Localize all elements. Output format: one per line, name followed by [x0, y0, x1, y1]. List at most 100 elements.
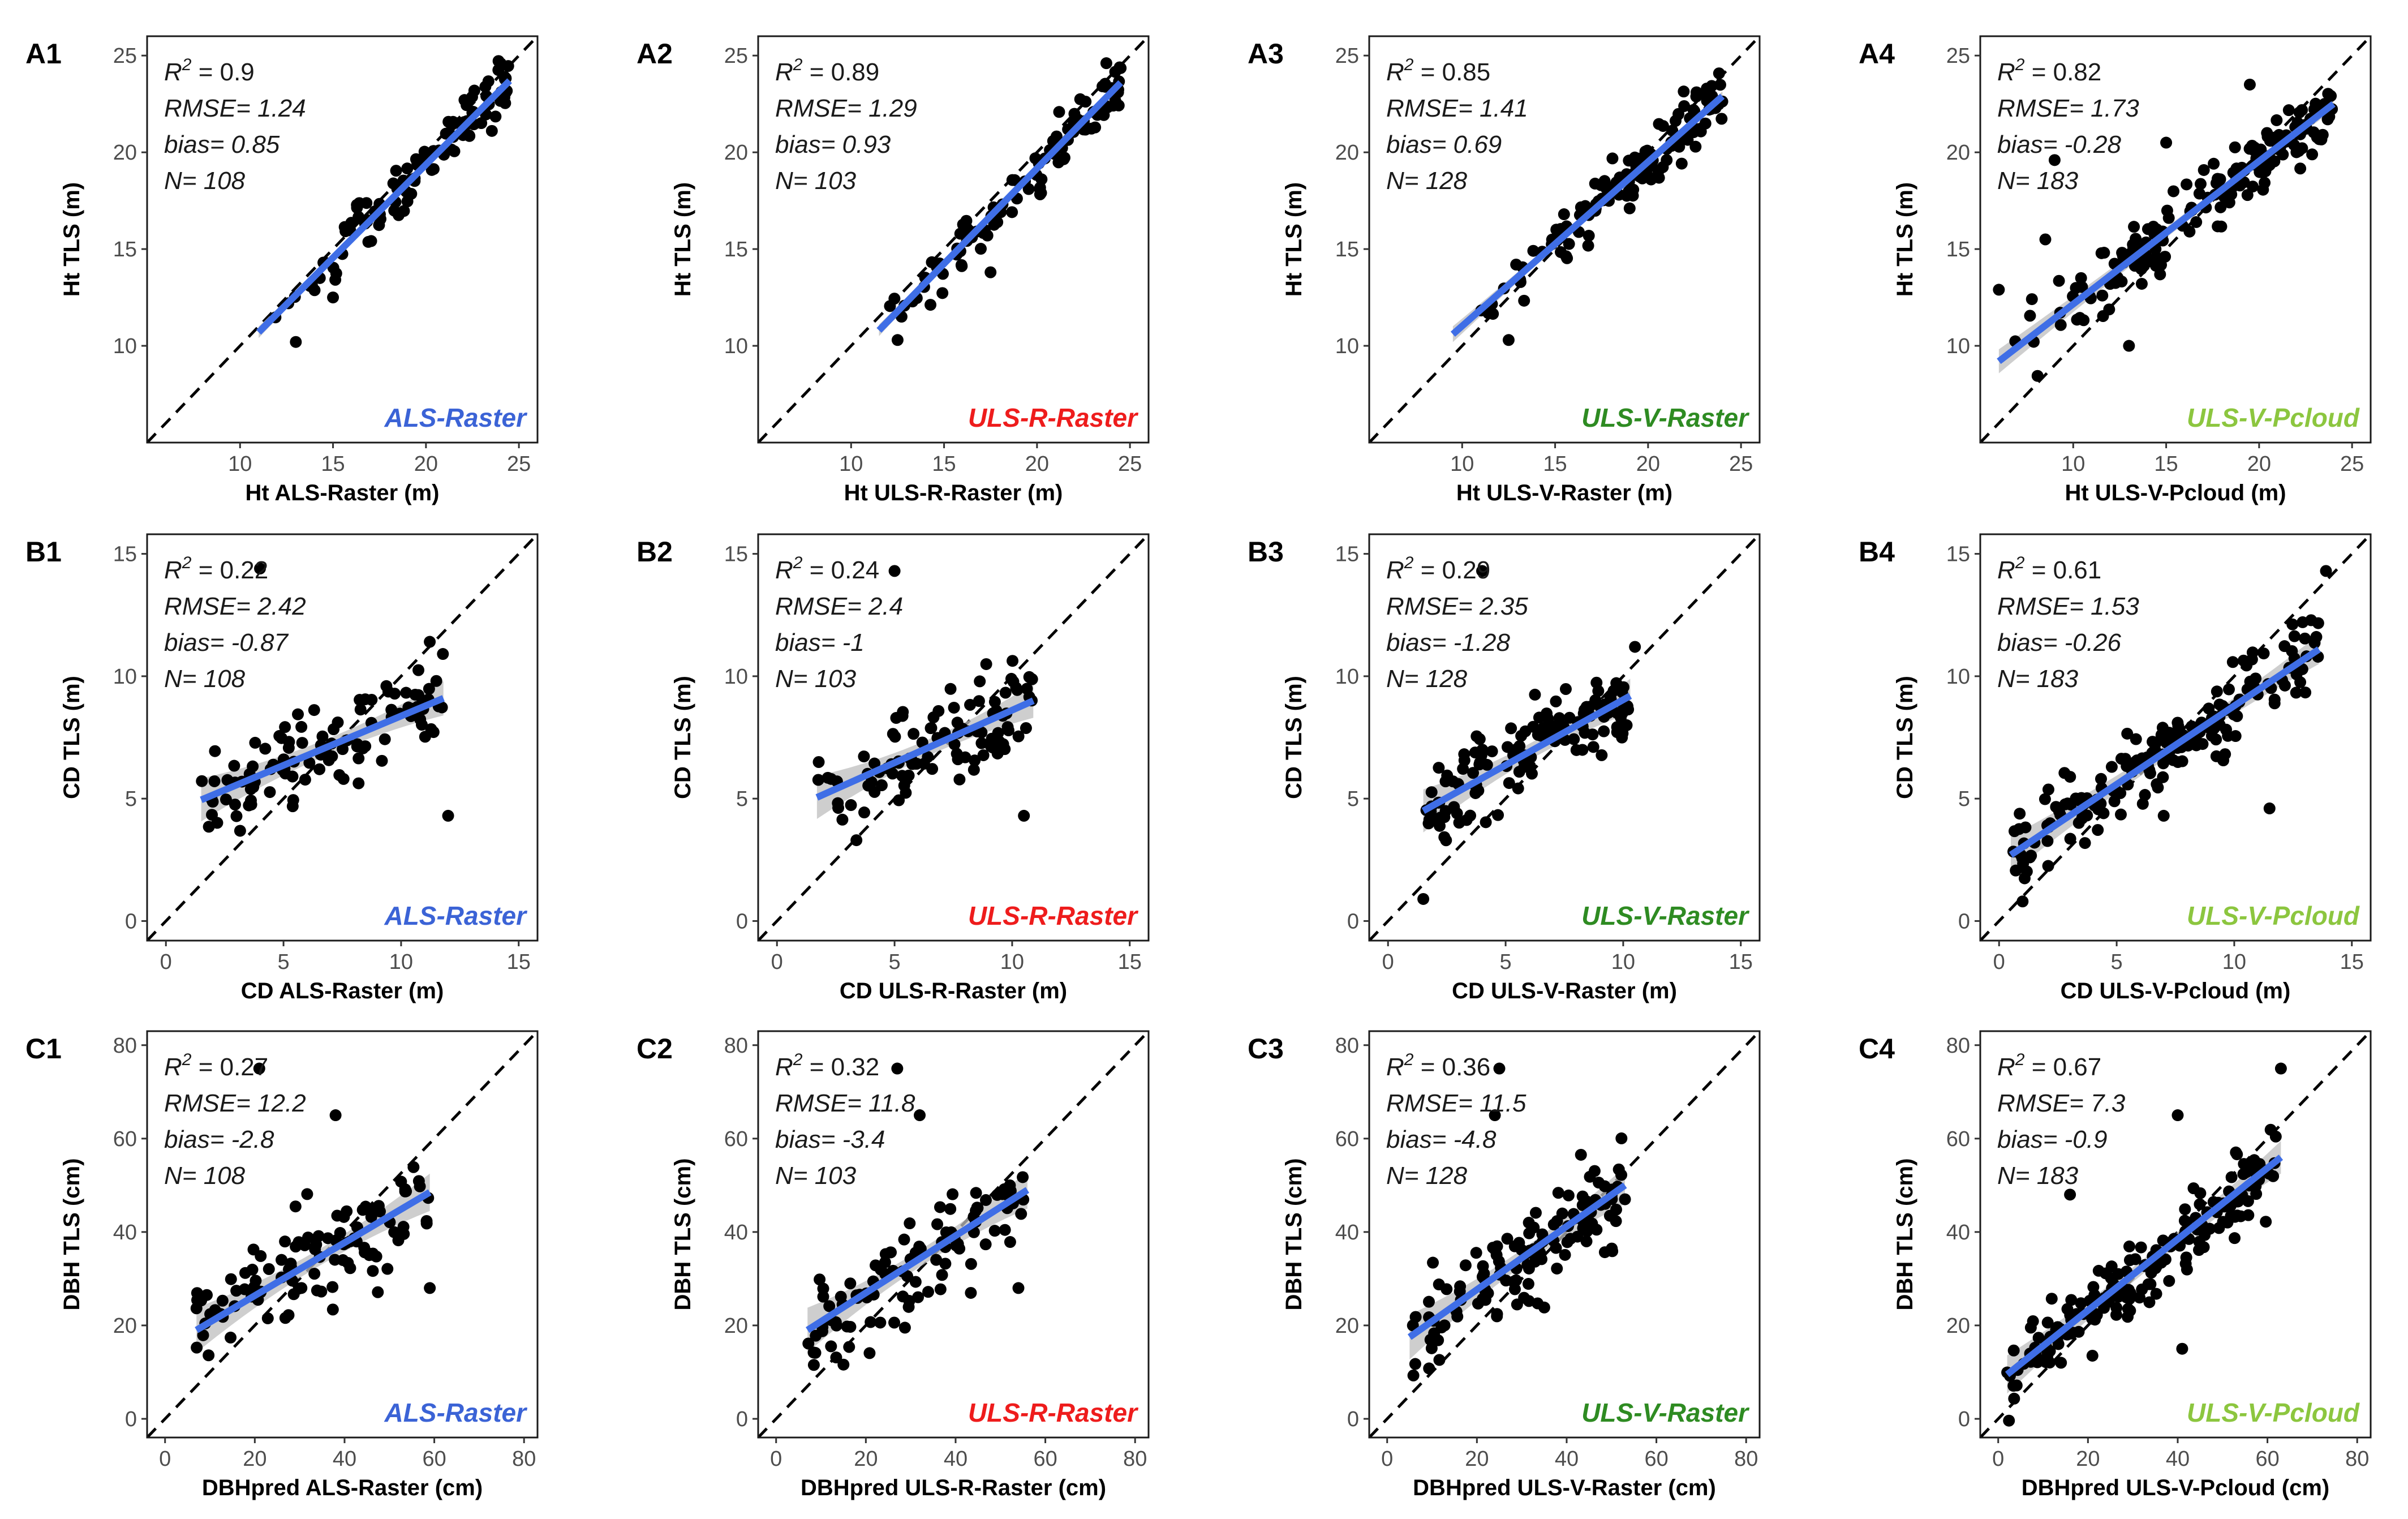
data-point: [889, 731, 901, 743]
data-point: [969, 754, 981, 767]
data-point: [971, 1202, 984, 1214]
data-point: [2042, 783, 2054, 796]
data-point: [2162, 212, 2175, 224]
data-point: [1513, 766, 1525, 778]
panel-A2: A2 10 15 20 25 10 15 20 25 Ht ULS-R-Raster (m) Ht …: [637, 35, 1150, 505]
y-axis-title: Ht TLS (m): [1893, 182, 1917, 297]
panel-frame: [1979, 1030, 2372, 1439]
data-point: [2219, 748, 2231, 761]
data-point: [1620, 719, 1633, 731]
data-point: [2048, 154, 2061, 166]
data-point: [485, 125, 498, 137]
data-point: [1470, 1247, 1482, 1259]
data-point: [337, 1254, 349, 1267]
stat-bias: bias= -0.87: [164, 629, 289, 656]
data-point: [2282, 104, 2295, 117]
data-point: [837, 1358, 850, 1371]
data-point: [858, 750, 870, 763]
data-point: [865, 1316, 877, 1328]
data-point: [261, 1312, 274, 1324]
data-point: [2181, 1216, 2193, 1228]
data-point: [2277, 148, 2289, 161]
data-point: [209, 745, 221, 757]
data-point: [2160, 136, 2173, 149]
data-point: [2128, 221, 2140, 233]
x-tick-label: 60: [1033, 1447, 1057, 1471]
data-point: [807, 1346, 820, 1359]
data-point: [2124, 1305, 2136, 1317]
data-point: [2261, 127, 2273, 139]
data-point: [1493, 1062, 1506, 1075]
data-point: [979, 1238, 992, 1251]
panel-C1: C1 0 20 40 60 80 0 20 40 60 80 DBHpred ALS-Raster (…: [25, 1030, 539, 1500]
panel-frame: [1368, 35, 1761, 444]
data-point: [2140, 256, 2152, 269]
data-point: [951, 716, 964, 729]
data-point: [875, 779, 888, 791]
data-point: [2243, 78, 2256, 91]
data-point: [463, 129, 475, 141]
x-tick-label: 10: [1000, 950, 1024, 974]
y-tick-label: 15: [1335, 238, 1359, 261]
y-tick-label: 0: [125, 1408, 137, 1431]
data-point: [1453, 817, 1465, 829]
stat-n: N= 108: [164, 1162, 246, 1190]
data-point: [409, 688, 422, 701]
x-tick-label: 25: [2340, 452, 2364, 476]
data-point: [909, 1276, 922, 1288]
data-point: [2264, 1123, 2277, 1136]
data-point: [2312, 617, 2324, 629]
data-point: [1482, 307, 1495, 319]
y-tick-label: 60: [113, 1127, 137, 1151]
data-point: [191, 1294, 204, 1306]
y-tick-label: 20: [113, 141, 137, 165]
data-point: [313, 763, 326, 775]
data-point: [356, 742, 369, 754]
data-point: [410, 153, 422, 165]
data-point: [2172, 716, 2184, 729]
data-point: [424, 1282, 436, 1294]
data-point: [220, 793, 232, 806]
data-point: [2025, 849, 2037, 862]
data-point: [1425, 786, 1438, 799]
data-point: [926, 763, 939, 775]
data-point: [2157, 771, 2169, 783]
stat-rmse: RMSE= 7.3: [1997, 1089, 2126, 1117]
data-point: [2044, 1357, 2056, 1369]
data-point: [2092, 824, 2104, 836]
data-point: [975, 737, 988, 749]
y-tick-label: 25: [1946, 44, 1970, 68]
data-point: [1080, 96, 1092, 108]
data-point: [934, 1201, 947, 1213]
source-label: ULS-R-Raster: [968, 403, 1138, 432]
data-point: [1006, 174, 1018, 186]
data-point: [2181, 178, 2193, 191]
x-tick-label: 5: [889, 950, 901, 974]
data-point: [896, 710, 909, 722]
data-point: [1022, 183, 1035, 195]
data-point: [2097, 310, 2109, 322]
data-point: [1492, 809, 1504, 821]
data-point: [1023, 671, 1035, 683]
data-point: [1010, 681, 1022, 694]
x-axis-title: DBHpred ULS-R-Raster (cm): [801, 1475, 1106, 1500]
stat-n: N= 128: [1386, 1162, 1468, 1190]
stat-bias: bias= -1.28: [1386, 629, 1510, 656]
data-point: [1558, 208, 1570, 221]
data-point: [2214, 201, 2227, 213]
data-point: [944, 683, 957, 695]
data-point: [354, 694, 366, 706]
data-point: [2296, 104, 2308, 116]
y-tick-label: 15: [113, 543, 137, 567]
y-axis-title: CD TLS (m): [1282, 676, 1306, 799]
data-point: [299, 1239, 311, 1251]
panel-C2: C2 0 20 40 60 80 0 20 40 60 80 DBHpred ULS-R-Raster…: [637, 1030, 1150, 1500]
data-point: [225, 1331, 237, 1344]
data-point: [367, 1265, 379, 1277]
data-point: [229, 799, 241, 811]
x-tick-label: 80: [1734, 1447, 1758, 1471]
stat-r2: R2 = 0.22: [164, 553, 268, 584]
data-point: [287, 1288, 300, 1301]
data-point: [2144, 1278, 2157, 1290]
data-point: [1581, 1225, 1593, 1238]
